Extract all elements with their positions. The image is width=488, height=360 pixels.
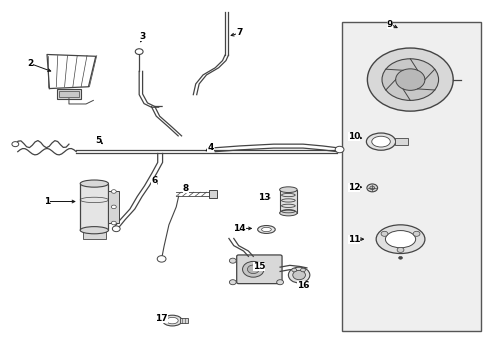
- Bar: [80, 184, 108, 230]
- Bar: [108, 191, 119, 223]
- Bar: [57, 89, 81, 99]
- Circle shape: [398, 256, 402, 259]
- Text: 17: 17: [155, 314, 167, 323]
- Text: 3: 3: [139, 32, 145, 41]
- Circle shape: [291, 268, 296, 272]
- Circle shape: [12, 141, 19, 147]
- Circle shape: [369, 186, 374, 190]
- Circle shape: [366, 48, 452, 111]
- Circle shape: [157, 256, 165, 262]
- Bar: [180, 319, 187, 323]
- Circle shape: [135, 49, 143, 54]
- Circle shape: [242, 261, 264, 277]
- Text: 6: 6: [151, 176, 157, 185]
- Circle shape: [334, 146, 343, 153]
- Bar: [341, 22, 480, 330]
- Circle shape: [380, 231, 387, 236]
- Bar: [209, 190, 216, 198]
- Ellipse shape: [279, 210, 297, 216]
- Circle shape: [300, 268, 305, 272]
- Circle shape: [366, 184, 377, 192]
- Circle shape: [395, 69, 424, 90]
- Circle shape: [112, 226, 120, 231]
- Ellipse shape: [261, 227, 271, 231]
- Ellipse shape: [366, 133, 395, 150]
- Text: 10: 10: [347, 132, 360, 141]
- Ellipse shape: [166, 318, 178, 324]
- Ellipse shape: [371, 136, 389, 147]
- Ellipse shape: [257, 226, 275, 233]
- FancyBboxPatch shape: [236, 255, 282, 284]
- Text: 2: 2: [27, 59, 33, 68]
- Circle shape: [111, 205, 116, 209]
- Circle shape: [111, 190, 116, 193]
- Bar: [394, 138, 407, 145]
- Text: 15: 15: [252, 262, 265, 271]
- Ellipse shape: [375, 225, 424, 253]
- Text: 4: 4: [207, 143, 213, 152]
- Bar: [279, 190, 297, 213]
- Text: 16: 16: [296, 281, 308, 290]
- Bar: [59, 91, 79, 97]
- Circle shape: [229, 258, 236, 263]
- Text: 5: 5: [95, 136, 101, 145]
- Circle shape: [396, 247, 403, 252]
- Text: 7: 7: [236, 28, 243, 37]
- Ellipse shape: [279, 187, 297, 193]
- Circle shape: [229, 280, 236, 285]
- Ellipse shape: [80, 226, 108, 234]
- Ellipse shape: [80, 180, 108, 187]
- Bar: [82, 230, 106, 239]
- Ellipse shape: [385, 230, 415, 248]
- Circle shape: [381, 59, 438, 100]
- Text: 9: 9: [386, 19, 392, 28]
- Text: 1: 1: [44, 197, 50, 206]
- Text: 14: 14: [233, 224, 245, 233]
- Ellipse shape: [162, 315, 182, 326]
- Text: 12: 12: [347, 183, 360, 192]
- Circle shape: [111, 221, 116, 225]
- Circle shape: [247, 265, 259, 274]
- Circle shape: [276, 280, 283, 285]
- Circle shape: [292, 270, 305, 280]
- Circle shape: [288, 267, 309, 283]
- Circle shape: [412, 231, 419, 236]
- Text: 13: 13: [257, 193, 270, 202]
- Text: 11: 11: [347, 235, 360, 244]
- Text: 8: 8: [183, 184, 189, 193]
